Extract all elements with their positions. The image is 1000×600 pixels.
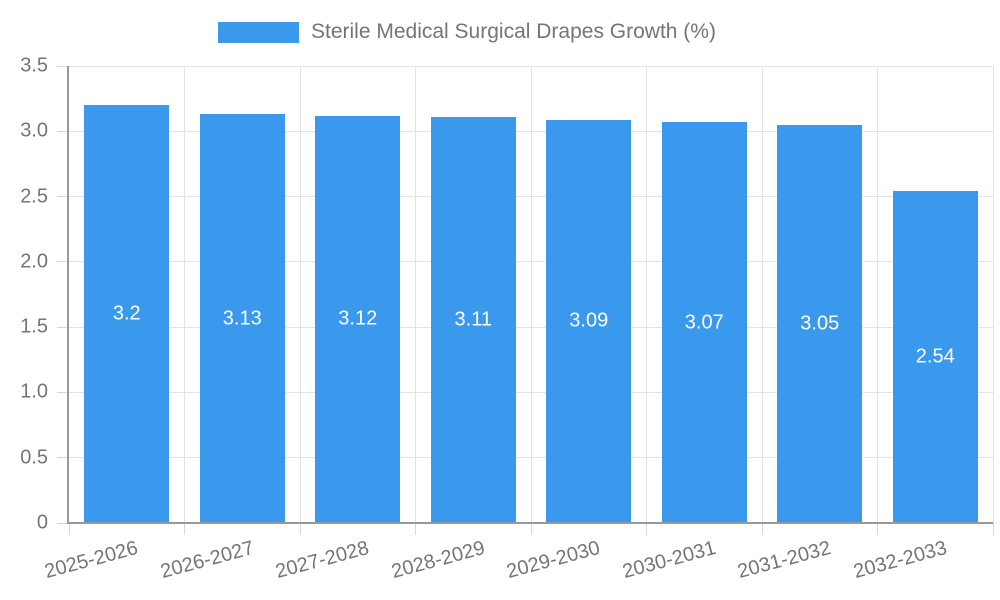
gridline-vertical <box>646 66 647 523</box>
x-axis-tick <box>646 523 647 535</box>
x-axis-category-label: 2027-2028 <box>273 537 372 584</box>
bar[interactable] <box>546 119 632 523</box>
y-axis-tick <box>57 130 69 132</box>
x-axis-tick <box>992 523 994 535</box>
gridline-vertical <box>877 66 878 523</box>
bar-value-label: 3.05 <box>800 312 840 335</box>
chart-legend-item[interactable]: Sterile Medical Surgical Drapes Growth (… <box>218 20 716 44</box>
x-axis-tick <box>761 523 763 535</box>
y-axis-tick <box>57 261 69 263</box>
x-axis-category-label: 2031-2032 <box>735 537 834 584</box>
gridline-vertical <box>992 66 994 523</box>
plot-area: 0 0.5 1.0 1.5 2.0 2.5 3.0 3.5 3.2 2025-2026 3.13 20… <box>20 55 994 583</box>
bar-value-label: 3.11 <box>454 308 492 331</box>
y-axis-tick-label: 1.0 <box>20 380 48 403</box>
x-axis-tick <box>68 523 70 535</box>
legend-swatch-icon <box>218 21 299 43</box>
bar-value-label: 3.13 <box>222 307 262 330</box>
y-axis-line <box>67 66 69 523</box>
bar[interactable] <box>661 122 747 523</box>
x-axis-tick <box>184 523 185 535</box>
x-axis-tick <box>299 523 301 535</box>
bar-value-label: 3.2 <box>112 302 141 325</box>
gridline-vertical <box>184 66 185 523</box>
bar[interactable] <box>199 114 285 523</box>
bar[interactable] <box>892 191 978 523</box>
y-axis-tick <box>57 522 69 524</box>
x-axis-category-label: 2025-2026 <box>42 537 141 584</box>
y-axis-tick <box>57 196 69 198</box>
x-axis-category-label: 2026-2027 <box>157 537 256 584</box>
bar[interactable] <box>430 116 516 523</box>
gridline-vertical <box>530 66 532 523</box>
y-axis-tick <box>57 457 69 459</box>
y-axis-tick-label: 2.5 <box>20 185 48 208</box>
x-axis-tick <box>877 523 878 535</box>
gridline-vertical <box>299 66 301 523</box>
bar-value-label: 3.09 <box>569 309 609 332</box>
x-axis-tick <box>415 523 416 535</box>
y-axis-tick-label: 0 <box>36 511 48 534</box>
gridline-vertical <box>415 66 416 523</box>
legend-label: Sterile Medical Surgical Drapes Growth (… <box>311 20 716 43</box>
gridline-vertical <box>761 66 763 523</box>
y-axis-tick <box>57 326 69 328</box>
y-axis-tick-label: 3.0 <box>20 119 48 142</box>
y-axis-tick-label: 0.5 <box>20 446 48 469</box>
bar-value-label: 3.07 <box>684 311 724 334</box>
bar[interactable] <box>777 124 863 523</box>
y-axis-tick-label: 3.5 <box>20 54 48 77</box>
x-axis-category-label: 2032-2033 <box>850 537 949 584</box>
y-axis-tick <box>57 65 69 67</box>
y-axis-tick-label: 1.5 <box>20 315 48 338</box>
bar-value-label: 3.12 <box>338 307 378 330</box>
bar[interactable] <box>84 105 170 523</box>
x-axis-category-label: 2030-2031 <box>619 537 718 584</box>
bar[interactable] <box>315 115 401 523</box>
y-axis-tick-label: 2.0 <box>20 250 48 273</box>
bar-value-label: 2.54 <box>915 345 955 368</box>
x-axis-line <box>67 522 993 524</box>
x-axis-category-label: 2028-2029 <box>388 537 487 584</box>
y-axis-tick <box>57 391 69 393</box>
x-axis-tick <box>530 523 532 535</box>
x-axis-category-label: 2029-2030 <box>504 537 603 584</box>
